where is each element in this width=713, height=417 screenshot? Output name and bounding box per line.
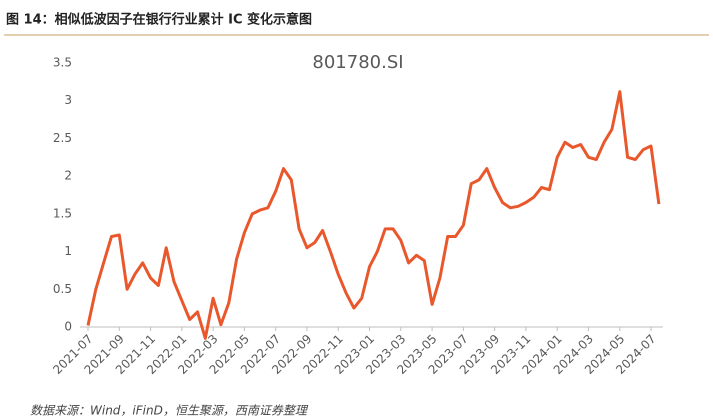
y-tick-label: 3 — [64, 93, 72, 107]
y-tick-label: 2.5 — [53, 131, 72, 145]
figure-title: 图 14：相似低波因子在银行行业累计 IC 变化示意图 — [6, 12, 312, 28]
y-tick-label: 0 — [64, 320, 72, 334]
y-tick-label: 1.5 — [53, 206, 72, 220]
chart-title: 801780.SI — [312, 52, 403, 73]
y-tick-label: 1 — [64, 244, 72, 258]
y-tick-label: 2 — [64, 169, 72, 183]
source-note: 数据来源：Wind，iFinD，恒生聚源，西南证券整理 — [30, 404, 309, 417]
y-tick-label: 3.5 — [53, 56, 72, 70]
y-tick-label: 0.5 — [53, 282, 72, 296]
data-line — [86, 90, 661, 340]
